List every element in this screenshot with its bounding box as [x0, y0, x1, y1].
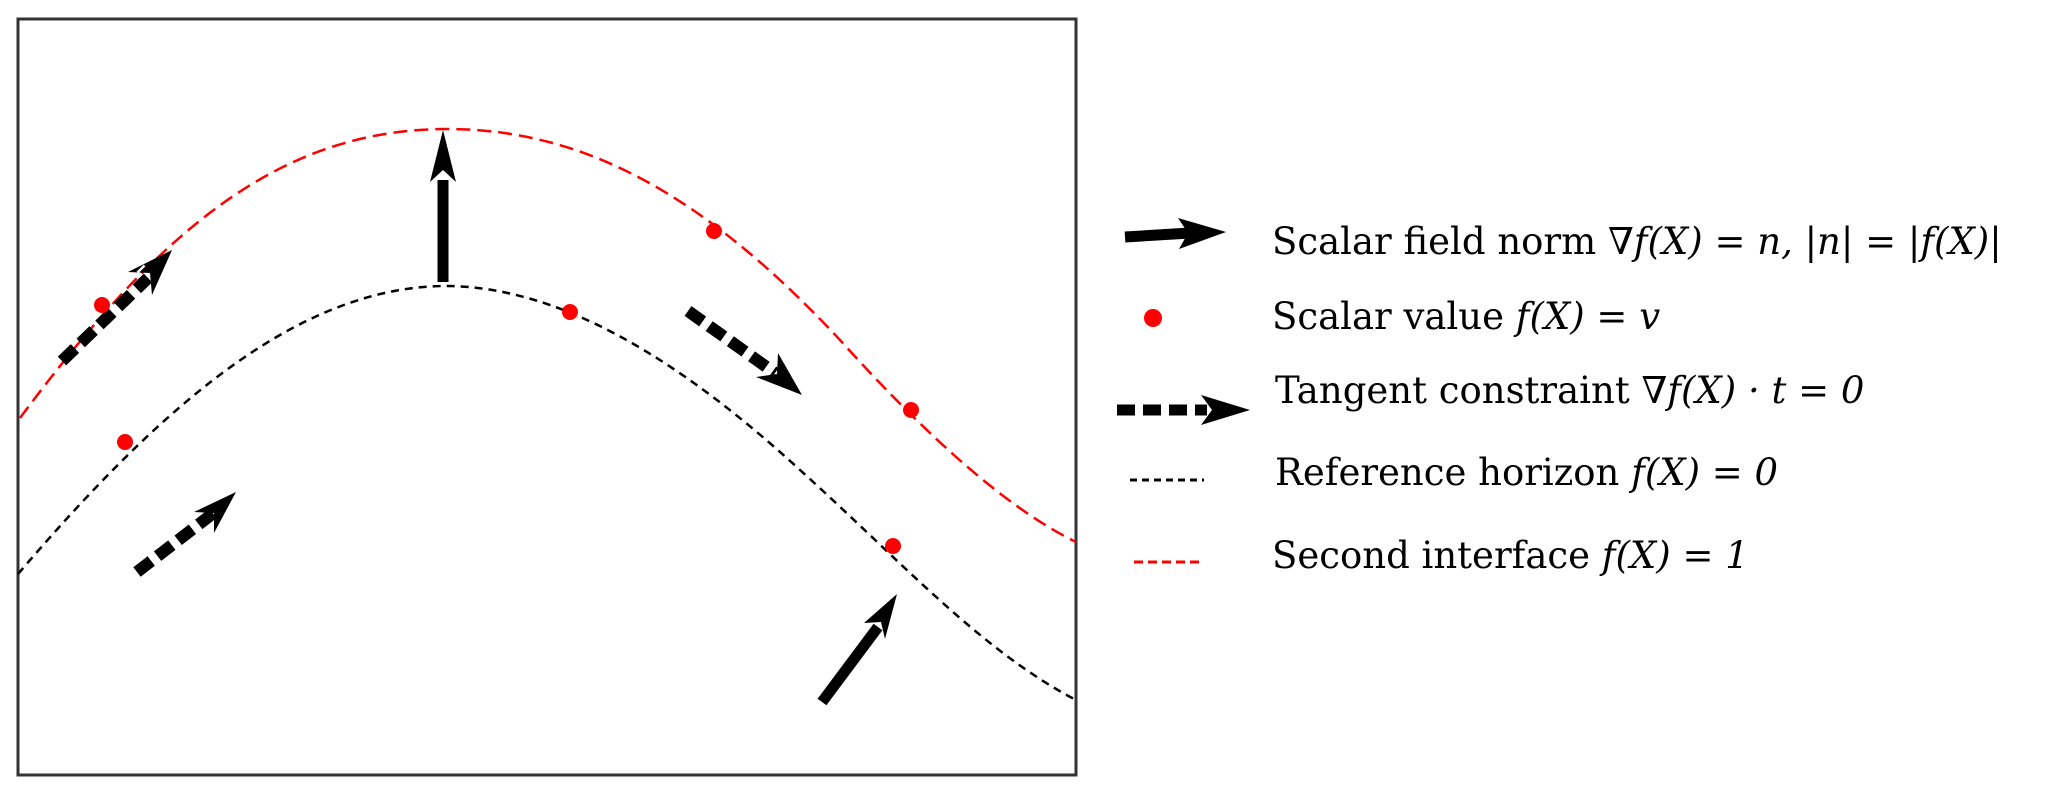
- legend-value-symbol: [1144, 309, 1162, 327]
- value-point: [117, 434, 133, 450]
- legend-second-math: f(X) = 1: [1599, 534, 1749, 577]
- legend-reference-math: f(X) = 0: [1628, 451, 1778, 494]
- legend-second-label: Second interface: [1272, 534, 1602, 577]
- legend-normal-item: Scalar field norm ∇f(X) = n, |n| = |f(X)…: [1124, 218, 2002, 263]
- svg-text:Tangent constraint ∇f(X) · t =: Tangent constraint ∇f(X) · t = 0: [1275, 369, 1864, 412]
- tangent-arrow-middle-right: [684, 306, 802, 395]
- tangent-arrow-upper-left: [57, 250, 172, 366]
- legend-tangent-label: Tangent constraint: [1275, 369, 1641, 412]
- legend-normal-label: Scalar field norm: [1272, 220, 1608, 263]
- legend-reference-item: Reference horizon f(X) = 0: [1130, 451, 1778, 494]
- plot-frame: [16, 17, 1078, 777]
- svg-text:Scalar value f(X) = v: Scalar value f(X) = v: [1272, 295, 1660, 338]
- svg-text:Second interface f(X) = 1: Second interface f(X) = 1: [1272, 534, 1749, 577]
- legend-normal-math: ∇f(X) = n, |n| = |f(X)|: [1608, 220, 2002, 263]
- second-interface-curve: [18, 127, 1077, 544]
- tangent-arrow-lower-left: [133, 492, 236, 577]
- legend-tangent-item: Tangent constraint ∇f(X) · t = 0: [1117, 369, 1864, 425]
- legend-tangent-math: ∇f(X) · t = 0: [1641, 369, 1864, 412]
- value-point: [562, 304, 578, 320]
- normal-arrow-bottom-right: [817, 594, 897, 706]
- legend-value-math: f(X) = v: [1513, 295, 1660, 338]
- legend-normal-arrowhead: [1178, 218, 1226, 249]
- value-point: [706, 223, 722, 239]
- legend: Scalar field norm ∇f(X) = n, |n| = |f(X)…: [1117, 218, 2002, 577]
- value-point: [885, 538, 901, 554]
- legend-second-item: Second interface f(X) = 1: [1134, 534, 1749, 577]
- legend-value-label: Scalar value: [1272, 295, 1516, 338]
- normal-arrow-top: [430, 130, 456, 282]
- value-point: [903, 402, 919, 418]
- value-point: [94, 297, 110, 313]
- legend-normal-symbol: [1124, 227, 1191, 243]
- legend-reference-label: Reference horizon: [1275, 451, 1631, 494]
- legend-tangent-arrowhead: [1201, 395, 1250, 425]
- svg-text:Reference horizon f(X) = 0: Reference horizon f(X) = 0: [1275, 451, 1778, 494]
- svg-text:Scalar field norm ∇f(X) = n, |: Scalar field norm ∇f(X) = n, |n| = |f(X)…: [1272, 220, 2002, 263]
- legend-value-item: Scalar value f(X) = v: [1144, 295, 1660, 338]
- reference-horizon-curve: [17, 284, 1077, 702]
